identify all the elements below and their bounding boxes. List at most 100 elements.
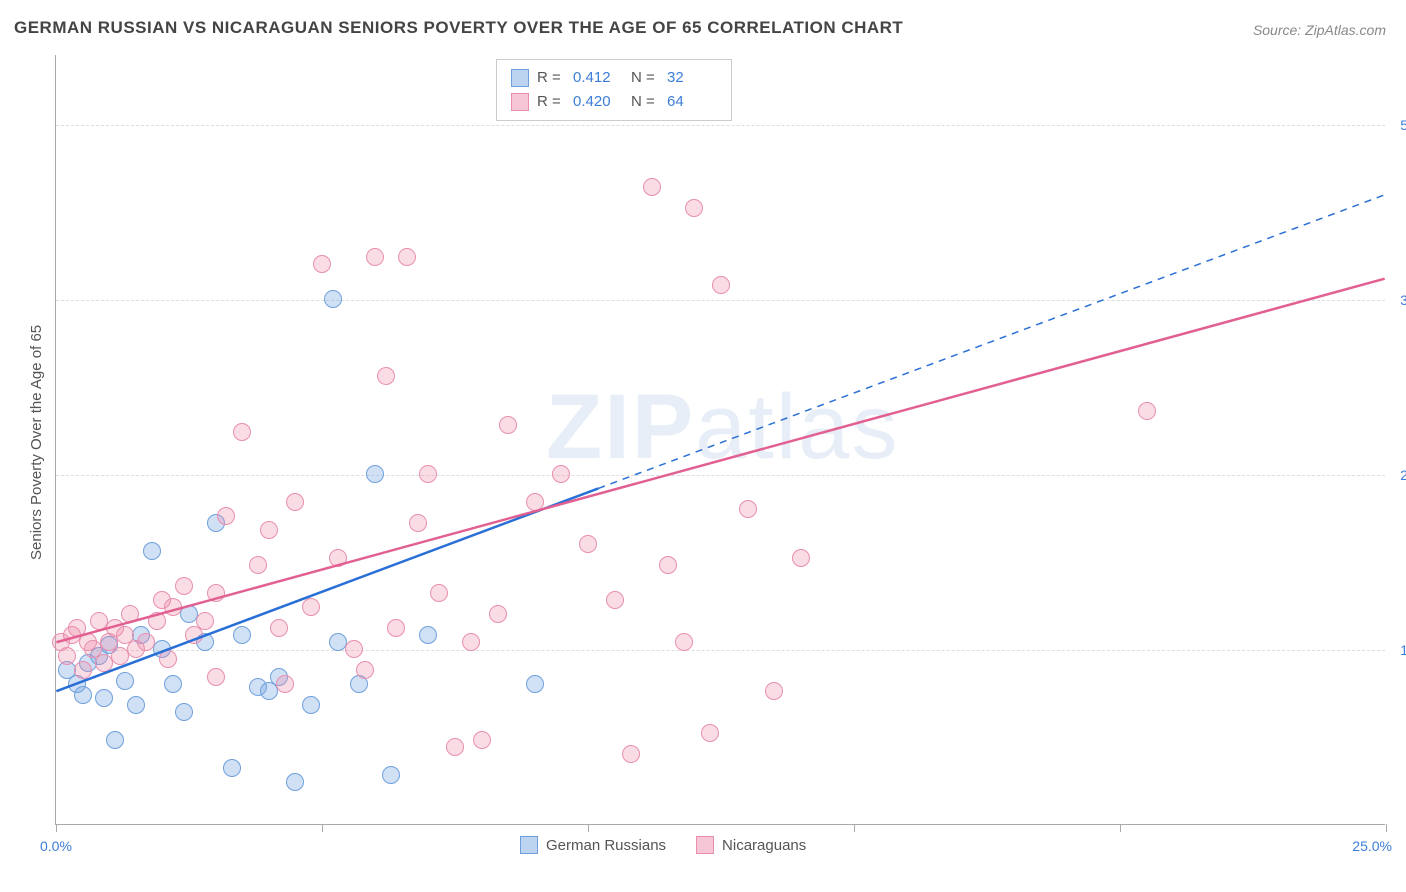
scatter-point bbox=[127, 696, 145, 714]
legend-swatch bbox=[511, 69, 529, 87]
scatter-point bbox=[207, 668, 225, 686]
legend-swatch bbox=[511, 93, 529, 111]
scatter-point bbox=[270, 619, 288, 637]
x-tick bbox=[322, 824, 323, 832]
legend-series-label: Nicaraguans bbox=[722, 837, 806, 854]
scatter-point bbox=[419, 465, 437, 483]
scatter-point bbox=[276, 675, 294, 693]
regression-lines bbox=[56, 55, 1385, 824]
scatter-point bbox=[473, 731, 491, 749]
scatter-point bbox=[462, 633, 480, 651]
scatter-point bbox=[233, 423, 251, 441]
scatter-point bbox=[366, 248, 384, 266]
scatter-point bbox=[377, 367, 395, 385]
y-tick-label: 37.5% bbox=[1390, 292, 1406, 308]
scatter-point bbox=[526, 493, 544, 511]
legend-series-item: Nicaraguans bbox=[696, 836, 806, 854]
scatter-point bbox=[409, 514, 427, 532]
scatter-point bbox=[302, 598, 320, 616]
y-tick-label: 12.5% bbox=[1390, 642, 1406, 658]
scatter-point bbox=[1138, 402, 1156, 420]
legend-correlation-box: R =0.412N =32R =0.420N =64 bbox=[496, 59, 732, 121]
chart-container: GERMAN RUSSIAN VS NICARAGUAN SENIORS POV… bbox=[0, 0, 1406, 892]
plot-area: ZIPatlas 12.5%25.0%37.5%50.0% R =0.412N … bbox=[55, 55, 1385, 825]
scatter-point bbox=[712, 276, 730, 294]
scatter-point bbox=[606, 591, 624, 609]
x-origin-label: 0.0% bbox=[40, 838, 72, 854]
y-tick-label: 25.0% bbox=[1390, 467, 1406, 483]
scatter-point bbox=[148, 612, 166, 630]
n-label: N = bbox=[631, 66, 659, 90]
grid-line bbox=[56, 650, 1385, 651]
scatter-point bbox=[446, 738, 464, 756]
watermark-bold: ZIP bbox=[546, 376, 695, 478]
scatter-point bbox=[419, 626, 437, 644]
scatter-point bbox=[260, 521, 278, 539]
r-value: 0.412 bbox=[573, 66, 623, 90]
legend-correlation-row: R =0.412N =32 bbox=[511, 66, 717, 90]
watermark: ZIPatlas bbox=[546, 375, 899, 480]
scatter-point bbox=[398, 248, 416, 266]
scatter-point bbox=[95, 689, 113, 707]
legend-series-item: German Russians bbox=[520, 836, 666, 854]
legend-correlation-row: R =0.420N =64 bbox=[511, 90, 717, 114]
scatter-point bbox=[106, 731, 124, 749]
scatter-point bbox=[345, 640, 363, 658]
scatter-point bbox=[701, 724, 719, 742]
grid-line bbox=[56, 300, 1385, 301]
scatter-point bbox=[286, 493, 304, 511]
x-tick bbox=[56, 824, 57, 832]
n-value: 64 bbox=[667, 90, 717, 114]
grid-line bbox=[56, 125, 1385, 126]
scatter-point bbox=[164, 675, 182, 693]
scatter-point bbox=[622, 745, 640, 763]
legend-swatch bbox=[696, 836, 714, 854]
scatter-point bbox=[313, 255, 331, 273]
regression-line bbox=[56, 488, 598, 691]
scatter-point bbox=[207, 584, 225, 602]
scatter-point bbox=[526, 675, 544, 693]
scatter-point bbox=[739, 500, 757, 518]
chart-title: GERMAN RUSSIAN VS NICARAGUAN SENIORS POV… bbox=[14, 18, 903, 38]
scatter-point bbox=[217, 507, 235, 525]
scatter-point bbox=[137, 633, 155, 651]
scatter-point bbox=[302, 696, 320, 714]
scatter-point bbox=[74, 661, 92, 679]
scatter-point bbox=[74, 686, 92, 704]
r-label: R = bbox=[537, 90, 565, 114]
x-tick bbox=[588, 824, 589, 832]
scatter-point bbox=[685, 199, 703, 217]
scatter-point bbox=[121, 605, 139, 623]
scatter-point bbox=[765, 682, 783, 700]
scatter-point bbox=[579, 535, 597, 553]
y-axis-label: Seniors Poverty Over the Age of 65 bbox=[28, 325, 45, 560]
scatter-point bbox=[143, 542, 161, 560]
scatter-point bbox=[249, 556, 267, 574]
scatter-point bbox=[366, 465, 384, 483]
x-tick bbox=[1386, 824, 1387, 832]
scatter-point bbox=[164, 598, 182, 616]
scatter-point bbox=[552, 465, 570, 483]
scatter-point bbox=[196, 612, 214, 630]
legend-swatch bbox=[520, 836, 538, 854]
scatter-point bbox=[792, 549, 810, 567]
r-value: 0.420 bbox=[573, 90, 623, 114]
legend-series: German Russians Nicaraguans bbox=[520, 836, 806, 854]
scatter-point bbox=[324, 290, 342, 308]
y-tick-label: 50.0% bbox=[1390, 117, 1406, 133]
x-tick bbox=[1120, 824, 1121, 832]
scatter-point bbox=[643, 178, 661, 196]
regression-line-extrapolated bbox=[598, 195, 1384, 489]
scatter-point bbox=[116, 672, 134, 690]
scatter-point bbox=[387, 619, 405, 637]
scatter-point bbox=[233, 626, 251, 644]
scatter-point bbox=[356, 661, 374, 679]
scatter-point bbox=[223, 759, 241, 777]
watermark-rest: atlas bbox=[695, 376, 899, 478]
x-max-label: 25.0% bbox=[1352, 838, 1392, 854]
scatter-point bbox=[58, 647, 76, 665]
scatter-point bbox=[382, 766, 400, 784]
scatter-point bbox=[159, 650, 177, 668]
scatter-point bbox=[175, 577, 193, 595]
scatter-point bbox=[659, 556, 677, 574]
